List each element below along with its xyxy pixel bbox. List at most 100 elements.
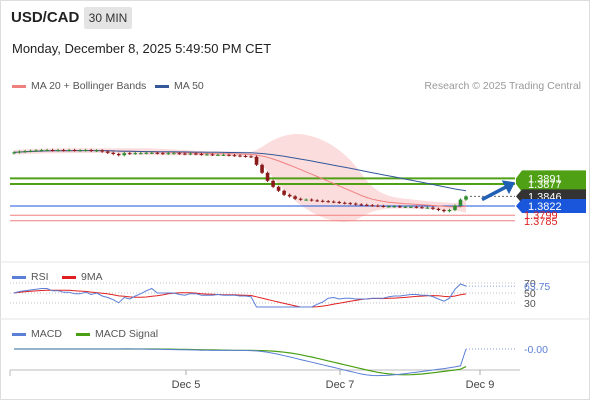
candle <box>45 148 49 152</box>
candle <box>337 200 342 204</box>
candle-body <box>414 206 419 208</box>
legend-rsi-ma-label: 9MA <box>81 271 103 283</box>
rsi-level-label: 50 <box>524 288 536 300</box>
macd-value-label: -0.00 <box>524 344 548 356</box>
ma20-swatch <box>12 84 26 88</box>
candle-body <box>177 153 182 155</box>
candle <box>161 152 165 155</box>
legend-macd-label: MACD <box>31 328 62 340</box>
candle <box>254 155 259 166</box>
candle <box>364 203 369 207</box>
candle-body <box>392 206 397 208</box>
forecast-arrow-head <box>501 180 515 195</box>
candle <box>72 148 77 152</box>
candle <box>271 179 275 188</box>
candle <box>309 198 314 202</box>
candle-body <box>381 206 386 207</box>
candle-body <box>122 153 127 156</box>
candle-body <box>254 156 259 165</box>
candle-body <box>61 150 66 151</box>
candle-body <box>249 156 253 158</box>
candle <box>353 202 358 206</box>
forecast-arrow <box>481 180 515 202</box>
candle <box>111 151 116 156</box>
candle-body <box>161 153 165 155</box>
candle-body <box>326 201 330 203</box>
support-2-label: 1.3785 <box>524 216 558 228</box>
candle-body <box>464 196 468 200</box>
candle <box>376 204 380 208</box>
legend-ma20-label: MA 20 + Bollinger Bands <box>31 80 147 92</box>
candle <box>210 153 215 156</box>
candle-body <box>78 150 82 152</box>
candle-body <box>453 205 457 210</box>
candle <box>431 206 435 210</box>
candle-body <box>447 210 452 212</box>
resistance-1-label: 1.3891 <box>528 173 562 185</box>
rsi-swatch <box>12 275 26 279</box>
macd-signal-line <box>14 348 467 376</box>
candle <box>122 152 127 157</box>
rsi-level-label: 70 <box>524 278 536 290</box>
candle-body <box>293 196 297 199</box>
candle-body <box>260 164 264 173</box>
candle-body <box>436 208 441 210</box>
candle <box>133 152 138 155</box>
candle-body <box>194 153 198 155</box>
candle <box>232 154 237 157</box>
x-tick-label: Dec 5 <box>172 379 201 391</box>
candle <box>453 204 457 212</box>
candle-body <box>282 190 286 195</box>
candle <box>392 205 397 208</box>
candle <box>28 149 33 153</box>
candle <box>425 206 430 209</box>
candle <box>315 199 319 202</box>
candle-body <box>403 206 408 208</box>
candle <box>67 148 71 152</box>
timeframe-button[interactable]: 30 MIN <box>84 7 132 29</box>
candle-body <box>34 150 38 152</box>
pivot-label-bg <box>516 199 586 213</box>
candle-body <box>276 186 281 191</box>
candle <box>17 150 22 154</box>
candle <box>194 152 198 156</box>
candle-body <box>138 153 143 155</box>
candle-body <box>67 150 71 151</box>
x-axis: Dec 5 Dec 7 Dec 9 <box>172 370 494 391</box>
candle-body <box>320 200 325 202</box>
bollinger-band-area <box>14 134 466 222</box>
price-levels <box>10 177 515 222</box>
support-1-label: 1.3799 <box>524 210 558 222</box>
candle <box>260 163 264 174</box>
candle <box>342 201 347 205</box>
research-credit: Research © 2025 Trading Central <box>424 80 581 92</box>
candle <box>39 148 44 152</box>
legend-macd: MACD <box>12 328 62 340</box>
symbol-title: USD/CAD <box>11 9 80 26</box>
candle <box>387 205 391 208</box>
candle <box>238 154 242 158</box>
candle <box>403 205 408 208</box>
candle-body <box>56 150 60 151</box>
candle <box>183 152 187 156</box>
candle-body <box>150 152 154 154</box>
legend-ma20: MA 20 + Bollinger Bands <box>12 80 146 92</box>
candle <box>458 198 463 207</box>
candle <box>78 149 82 152</box>
candle <box>320 199 325 203</box>
candle-body <box>232 155 237 157</box>
candle-body <box>144 152 149 154</box>
candle-body <box>348 203 353 205</box>
candle <box>293 195 297 200</box>
candle-body <box>210 154 215 156</box>
candle-body <box>409 206 413 208</box>
candle-body <box>331 201 336 203</box>
candle <box>304 198 308 201</box>
candle <box>12 151 16 155</box>
candle <box>359 203 364 206</box>
candle-body <box>364 204 369 206</box>
candle <box>172 152 176 155</box>
candle-body <box>304 199 308 201</box>
